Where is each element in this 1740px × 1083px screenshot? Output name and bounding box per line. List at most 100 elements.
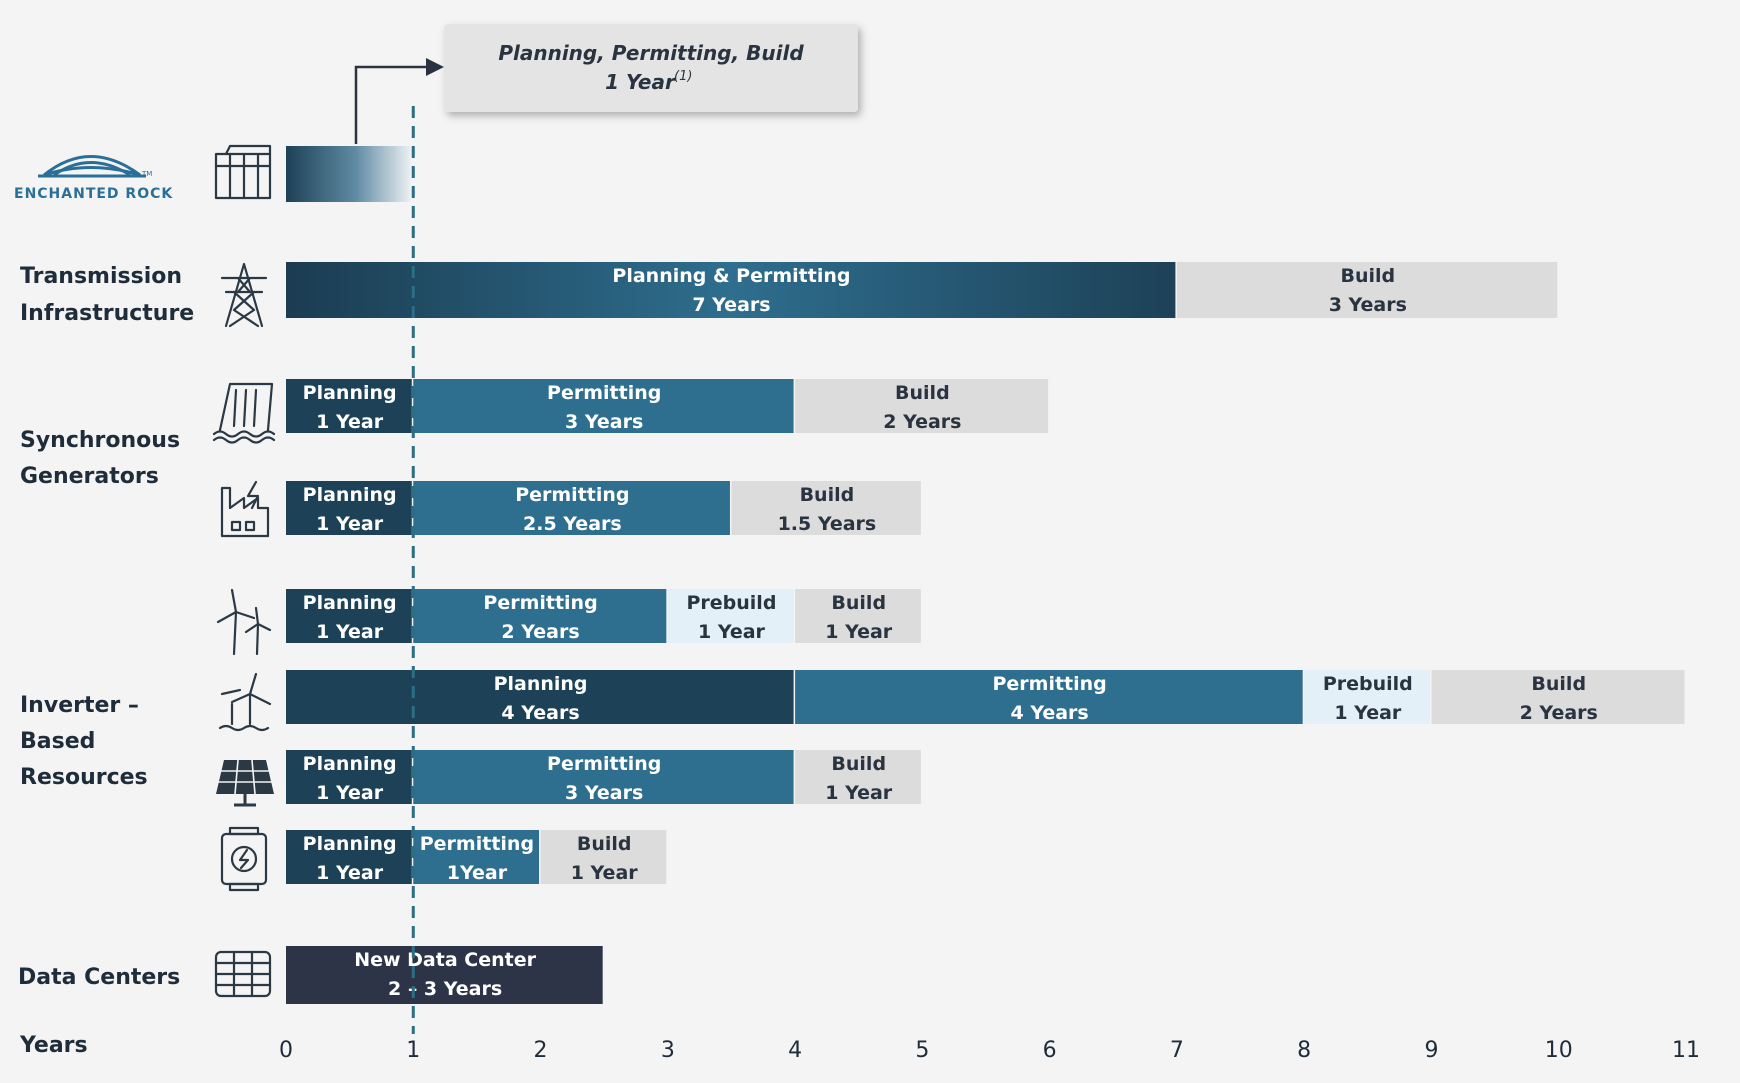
bar-hydro-planning — [286, 379, 412, 433]
bar-transmission-build — [1176, 262, 1558, 318]
label-inverter-3: Resources — [20, 765, 148, 790]
bar-label-hydro-permitting-phase: Permitting — [547, 382, 661, 404]
bar-label-hydro-build-phase: Build — [895, 382, 950, 404]
bar-label-thermal-build-duration: 1.5 Years — [778, 513, 877, 535]
bar-label-thermal-planning-phase: Planning — [303, 484, 397, 506]
bar-offshore-wind-permitting — [795, 670, 1303, 724]
bar-offshore-wind-prebuild — [1304, 670, 1430, 724]
bar-wind-prebuild — [667, 589, 794, 643]
x-tick-6: 6 — [1043, 1038, 1057, 1063]
bar-solar-permitting — [413, 750, 794, 804]
row-data-center: New Data Center 2 – 3 Years — [286, 946, 603, 1004]
bar-solar-planning — [286, 750, 412, 804]
bar-label-data-center-datacenter-duration: 2 – 3 Years — [388, 978, 502, 1000]
bar-label-storage-build-phase: Build — [577, 833, 632, 855]
server-rack-icon — [214, 950, 272, 998]
bar-storage-build — [540, 830, 667, 884]
row-storage: Planning 1 Year Permitting 1Year Build 1 Year — [286, 830, 667, 884]
bar-label-offshore-wind-permitting-duration: 4 Years — [1011, 702, 1089, 724]
bar-wind-permitting — [413, 589, 667, 643]
bar-label-offshore-wind-prebuild-duration: 1 Year — [1334, 702, 1402, 724]
x-tick-8: 8 — [1297, 1038, 1311, 1063]
callout-connector — [354, 65, 432, 144]
bar-label-solar-build-phase: Build — [831, 753, 886, 775]
row-offshore-wind: Planning 4 Years Permitting 4 Years Prebuild… — [286, 670, 1685, 724]
x-tick-2: 2 — [534, 1038, 548, 1063]
bar-label-offshore-wind-prebuild-phase: Prebuild — [1323, 673, 1413, 695]
bar-label-storage-build-duration: 1 Year — [571, 862, 639, 884]
bar-label-wind-build-duration: 1 Year — [825, 621, 893, 643]
bar-label-hydro-planning-duration: 1 Year — [316, 411, 384, 433]
bar-transmission-planning_permitting — [286, 262, 1176, 318]
label-inverter-1: Inverter – — [20, 693, 139, 718]
bar-label-transmission-planning_permitting-duration: 7 Years — [692, 294, 770, 316]
bar-offshore-wind-build — [1431, 670, 1685, 724]
bar-hydro-permitting — [413, 379, 794, 433]
bar-hydro-build — [795, 379, 1049, 433]
bar-label-thermal-permitting-phase: Permitting — [515, 484, 629, 506]
bar-thermal-build — [731, 481, 921, 535]
solar-panel-icon — [216, 759, 274, 807]
label-synchronous-1: Synchronous — [20, 428, 180, 453]
bar-label-solar-permitting-phase: Permitting — [547, 753, 661, 775]
bar-label-wind-prebuild-duration: 1 Year — [698, 621, 766, 643]
wind-turbine-icon — [216, 588, 272, 656]
logo-text: ENCHANTED ROCK — [14, 186, 173, 202]
label-inverter-2: Based — [20, 729, 95, 754]
x-axis-label: Years — [19, 1033, 88, 1058]
bar-thermal-permitting — [413, 481, 730, 535]
callout: Planning, Permitting, Build 1 Year (1) — [354, 24, 858, 144]
bar-data-center-datacenter — [286, 946, 603, 1004]
bar-wind-planning — [286, 589, 412, 643]
label-transmission-1: Transmission — [20, 264, 182, 289]
bar-label-wind-build-phase: Build — [831, 592, 886, 614]
callout-box — [444, 24, 858, 112]
x-tick-3: 3 — [661, 1038, 675, 1063]
x-tick-4: 4 — [788, 1038, 802, 1063]
logo-tm: TM — [141, 170, 152, 178]
row-solar: Planning 1 Year Permitting 3 Years Build 1 Ye… — [286, 750, 921, 804]
bar-label-offshore-wind-build-duration: 2 Years — [1520, 702, 1598, 724]
bar-label-wind-planning-phase: Planning — [303, 592, 397, 614]
bar-label-solar-planning-phase: Planning — [303, 753, 397, 775]
label-datacenters: Data Centers — [18, 965, 180, 990]
bar-label-transmission-build-phase: Build — [1340, 265, 1395, 287]
bar-label-wind-permitting-phase: Permitting — [483, 592, 597, 614]
bar-label-wind-prebuild-phase: Prebuild — [686, 592, 776, 614]
bar-storage-permitting — [413, 830, 540, 884]
bar-label-storage-permitting-phase: Permitting — [420, 833, 534, 855]
bar-label-thermal-permitting-duration: 2.5 Years — [523, 513, 622, 535]
bar-offshore-wind-planning — [286, 670, 794, 724]
x-tick-0: 0 — [279, 1038, 293, 1063]
bar-thermal-planning — [286, 481, 412, 535]
factory-icon — [220, 480, 270, 538]
bar-label-thermal-planning-duration: 1 Year — [316, 513, 384, 535]
row-enchanted-rock — [286, 146, 412, 202]
row-thermal: Planning 1 Year Permitting 2.5 Years Build 1.… — [286, 481, 921, 535]
x-tick-11: 11 — [1672, 1038, 1700, 1063]
transmission-tower-icon — [220, 262, 268, 328]
callout-footnote: (1) — [674, 69, 692, 84]
bar-label-solar-build-duration: 1 Year — [825, 782, 893, 804]
bar-label-solar-planning-duration: 1 Year — [316, 782, 384, 804]
offshore-wind-icon — [218, 672, 272, 732]
bar-label-thermal-build-phase: Build — [800, 484, 855, 506]
bar-label-offshore-wind-build-phase: Build — [1531, 673, 1586, 695]
battery-storage-icon — [220, 826, 268, 892]
enchanted-rock-logo: ENCHANTED ROCK TM — [14, 155, 173, 202]
x-tick-7: 7 — [1170, 1038, 1184, 1063]
x-tick-10: 10 — [1545, 1038, 1573, 1063]
row-hydro: Planning 1 Year Permitting 3 Years Build 2 Ye… — [286, 379, 1049, 433]
label-synchronous-2: Generators — [20, 464, 159, 489]
x-tick-9: 9 — [1424, 1038, 1438, 1063]
bar-solar-build — [795, 750, 921, 804]
logo-arc-icon — [38, 155, 146, 178]
bar-label-transmission-build-duration: 3 Years — [1329, 294, 1407, 316]
bar-label-offshore-wind-planning-phase: Planning — [494, 673, 588, 695]
bar-label-hydro-build-duration: 2 Years — [883, 411, 961, 433]
callout-line2: 1 Year — [605, 70, 676, 94]
x-axis-ticks: 0 1 2 3 4 5 6 7 8 9 10 11 — [279, 1038, 1700, 1063]
bar-label-storage-permitting-duration: 1Year — [447, 862, 508, 884]
bar-enchanted-rock-total — [286, 146, 412, 202]
